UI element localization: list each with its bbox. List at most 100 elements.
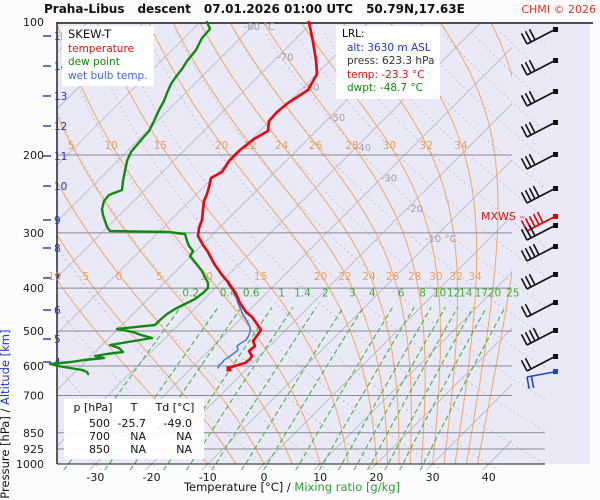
- mixing-ratio-label: 3: [349, 287, 356, 299]
- altitude-tick-label: 9: [54, 215, 61, 227]
- lrl-line-alt: alt: 3630 m ASL: [342, 42, 434, 56]
- page-title: Praha-Libus descent 07.01.2026 01:00 UTC 50…: [44, 2, 478, 16]
- x-axis-caption: Temperature [°C] / Mixing ratio [g/kg]: [184, 480, 400, 494]
- mxws-label: MXWS –: [481, 210, 525, 223]
- isotherm-label: -50: [329, 113, 345, 124]
- diagram-type-label: SKEW-T: [68, 27, 112, 41]
- moist-adiabat-label: 28: [345, 140, 358, 152]
- moist-adiabat-label: 30: [383, 140, 396, 152]
- wind-barb: [520, 272, 558, 290]
- temperature-end-marker: [226, 366, 232, 372]
- sounding-type: descent: [137, 2, 191, 16]
- mixing-ratio-label: 8: [419, 287, 426, 299]
- moist-adiabat-label: 30: [429, 271, 442, 283]
- lrl-line-press: press: 623.3 hPa: [342, 55, 434, 69]
- lrl-field-label: temp:: [347, 68, 382, 81]
- isotherm-label: -60: [303, 83, 319, 94]
- wind-barb: [526, 369, 558, 389]
- isotherm-label: -20: [407, 204, 423, 215]
- legend-item-temperature: temperature: [68, 42, 134, 55]
- pressure-tick-label: 850: [23, 427, 44, 440]
- sounding-table-grid: p [hPa] T Td [°C] 500 -25.7 -49.0 700 NA NA 850 NA…: [70, 401, 198, 456]
- wind-barb: [520, 223, 558, 241]
- moist-adiabat-label: 32: [420, 140, 433, 152]
- moist-adiabat-label: 24: [275, 140, 289, 152]
- pressure-tick-label: 600: [23, 360, 44, 373]
- mixing-ratio-label: 0.2: [182, 287, 199, 299]
- pressure-tick-label: 300: [23, 227, 44, 240]
- sounding-datetime: 07.01.2026 01:00 UTC: [203, 2, 354, 16]
- moist-adiabat-label: 26: [386, 271, 400, 283]
- altitude-tick-label: 7: [54, 273, 61, 285]
- table-cell: NA: [176, 429, 192, 443]
- altitude-tick-label: 12: [54, 121, 67, 133]
- moist-adiabat-label: 5: [68, 140, 75, 152]
- legend-item-dew-point: dew point: [68, 56, 120, 68]
- table-cell: 850: [89, 442, 110, 456]
- legend: SKEW-T temperature dew point wet bulb temp…: [62, 26, 154, 86]
- mixing-ratio-label: 4: [369, 287, 376, 299]
- y-axis-pressure-label: Pressure [hPa]: [0, 416, 12, 499]
- moist-adiabat-label: -10: [44, 271, 61, 283]
- mixing-ratio-label: 0.6: [243, 287, 260, 299]
- station-name: Praha-Libus: [44, 2, 125, 16]
- legend-item-wet-bulb-temp-: wet bulb temp.: [68, 69, 148, 82]
- isotherm-label: -80 °C: [244, 22, 276, 33]
- lrl-lines: alt: 3630 m ASL press: 623.3 hPa temp: -23…: [342, 42, 434, 96]
- altitude-tick-label: 8: [54, 243, 61, 255]
- wet-bulb-curve: [217, 283, 251, 369]
- altitude-tick-label: 5: [54, 334, 61, 346]
- y-axis-caption: Pressure [hPa] / Altitude [km]: [0, 330, 12, 499]
- mixing-ratio-label: 17: [475, 287, 488, 299]
- lrl-field-value: 623.3 hPa: [382, 55, 435, 67]
- table-header-cell: p [hPa]: [73, 401, 113, 414]
- pressure-tick-label: 1000: [16, 458, 44, 471]
- pressure-tick-label: 700: [23, 390, 44, 403]
- table-cell: NA: [176, 442, 192, 456]
- mixing-ratio-label: 1: [278, 287, 285, 299]
- moist-adiabat-labels: 5 10 15 20 22 24 26 28 30 32 34-10 -5 0 5 10 15 20 22 24 26…: [44, 140, 482, 283]
- wind-barb: [520, 300, 558, 318]
- temp-tick-label: -20: [143, 471, 161, 484]
- legend-items: temperature dew point wet bulb temp.: [68, 43, 148, 84]
- moist-adiabat-label: 20: [314, 271, 327, 283]
- lrl-field-label: press:: [347, 55, 383, 67]
- moist-adiabat-label: 15: [154, 140, 167, 152]
- table-cell: 700: [89, 429, 110, 443]
- mixing-ratio-label: 1.4: [294, 287, 311, 299]
- altitude-tick-label: 10: [54, 181, 67, 193]
- pressure-tick-label: 400: [23, 282, 44, 295]
- pressure-tick-label: 500: [23, 325, 44, 338]
- table-cell: -49.0: [163, 416, 192, 430]
- isotherm-labels: -80 °C -70 -60 -50 -40 -30 -20 -10 °C: [244, 22, 457, 245]
- x-axis-separator: /: [286, 480, 291, 494]
- mixing-ratio-label: 12: [447, 287, 460, 299]
- moist-adiabat-label: 20: [215, 140, 228, 152]
- table-cell: 500: [89, 416, 110, 430]
- table-header-cell: Td [°C]: [155, 401, 195, 414]
- moist-adiabat-label: 26: [309, 140, 323, 152]
- wind-barb: [520, 243, 558, 262]
- wind-barb: [520, 89, 558, 107]
- moist-adiabat-label: 24: [362, 271, 376, 283]
- altitude-tick-label: 6: [54, 305, 61, 317]
- temp-tick-label: 40: [482, 471, 496, 484]
- lrl-info-box: LRL: alt: 3630 m ASL press: 623.3 hPa temp…: [336, 26, 441, 99]
- pressure-tick-label: 100: [23, 16, 44, 29]
- lrl-field-value: -23.3 °C: [381, 68, 425, 81]
- altitude-tick-label: 11: [54, 151, 67, 163]
- wind-barbs: [520, 27, 558, 389]
- wind-barb: [520, 354, 558, 372]
- moist-adiabat-label: 32: [449, 271, 462, 283]
- wind-barb: [520, 327, 558, 346]
- mixing-ratio-label: 10: [433, 287, 446, 299]
- x-axis-temp-label: Temperature [°C]: [183, 480, 284, 494]
- station-coords: 50.79N,17.63E: [366, 2, 465, 16]
- wind-barb: [520, 58, 558, 76]
- lrl-title: LRL:: [342, 28, 365, 40]
- temperature-curve: [196, 20, 319, 371]
- isotherm-label: -10 °C: [425, 234, 457, 245]
- mixing-ratio-label: 2: [322, 287, 329, 299]
- lrl-line-temp: temp: -23.3 °C: [342, 69, 434, 83]
